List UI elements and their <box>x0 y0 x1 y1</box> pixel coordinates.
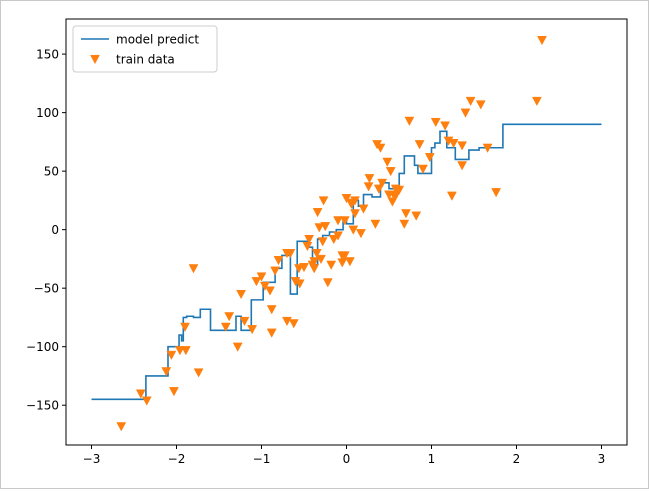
scatter-point <box>169 387 178 395</box>
scatter-point <box>142 397 151 405</box>
scatter-point <box>252 277 261 285</box>
scatter-point <box>313 208 322 216</box>
legend-label-train-data: train data <box>116 53 175 67</box>
scatter-point <box>365 174 374 182</box>
scatter-point <box>466 97 475 105</box>
series-line-model-predict <box>92 124 602 399</box>
scatter-point <box>405 117 414 125</box>
x-tick-label: −1 <box>253 452 271 466</box>
scatter-point <box>402 209 411 217</box>
scatter-point <box>419 165 428 173</box>
scatter-point <box>458 142 467 150</box>
y-tick-label: 50 <box>44 165 59 179</box>
plot-area <box>92 36 602 431</box>
scatter-point <box>364 183 373 191</box>
chart: −3 −2 −1 0 1 2 3 −150 −100 −50 0 50 100 150 model pre… <box>1 1 648 488</box>
scatter-point <box>415 140 424 148</box>
axes-frame <box>66 19 627 445</box>
scatter-point <box>323 279 332 287</box>
scatter-point <box>233 343 242 351</box>
scatter-point <box>351 209 360 217</box>
legend: model predict train data <box>73 26 217 72</box>
scatter-point <box>458 161 467 169</box>
scatter-point <box>386 167 395 175</box>
scatter-point <box>294 264 303 272</box>
scatter-point <box>441 122 450 130</box>
scatter-point <box>267 329 276 337</box>
scatter-point <box>117 422 126 430</box>
scatter-point <box>412 212 421 220</box>
x-tick-label: −3 <box>83 452 101 466</box>
scatter-point <box>538 36 547 44</box>
scatter-point <box>431 118 440 126</box>
scatter-point <box>476 101 485 109</box>
scatter-point <box>532 97 541 105</box>
scatter-point <box>345 257 354 265</box>
scatter-point <box>356 229 365 237</box>
scatter-point <box>400 220 409 228</box>
scatter-point <box>267 305 276 313</box>
scatter-point <box>447 192 456 200</box>
scatter-point <box>162 367 171 375</box>
scatter-point <box>334 217 343 225</box>
scatter-point <box>181 346 190 354</box>
scatter-point <box>318 238 327 246</box>
y-tick-label: 100 <box>36 106 59 120</box>
scatter-point <box>349 226 358 234</box>
scatter-point <box>189 264 198 272</box>
scatter-point <box>383 158 392 166</box>
scatter-point <box>266 287 275 295</box>
x-tick-label: 1 <box>428 452 436 466</box>
scatter-point <box>327 261 336 269</box>
scatter-point <box>359 205 368 213</box>
y-tick-label: −50 <box>34 282 59 296</box>
scatter-point <box>371 220 380 228</box>
scatter-point <box>425 153 434 161</box>
x-tick-label: 3 <box>598 452 606 466</box>
y-tick-label: 150 <box>36 48 59 62</box>
x-tick-label: 2 <box>513 452 521 466</box>
scatter-point <box>225 312 234 320</box>
x-tick-label: 0 <box>343 452 351 466</box>
x-tick-label: −2 <box>168 452 186 466</box>
scatter-point <box>237 290 246 298</box>
scatter-point <box>181 323 190 331</box>
figure-window: −3 −2 −1 0 1 2 3 −150 −100 −50 0 50 100 150 model pre… <box>0 0 649 489</box>
scatter-point <box>319 197 328 205</box>
scatter-point <box>194 369 203 377</box>
scatter-point <box>289 319 298 327</box>
y-tick-label: −100 <box>26 340 59 354</box>
y-tick-label: −150 <box>26 399 59 413</box>
legend-label-model-predict: model predict <box>116 33 199 47</box>
scatter-point <box>492 188 501 196</box>
scatter-point <box>461 109 470 117</box>
y-tick-label: 0 <box>51 223 59 237</box>
scatter-point <box>271 267 280 275</box>
